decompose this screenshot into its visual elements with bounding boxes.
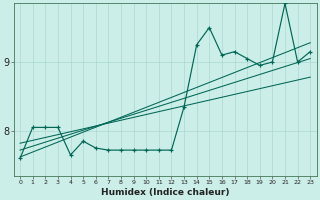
X-axis label: Humidex (Indice chaleur): Humidex (Indice chaleur) — [101, 188, 229, 197]
